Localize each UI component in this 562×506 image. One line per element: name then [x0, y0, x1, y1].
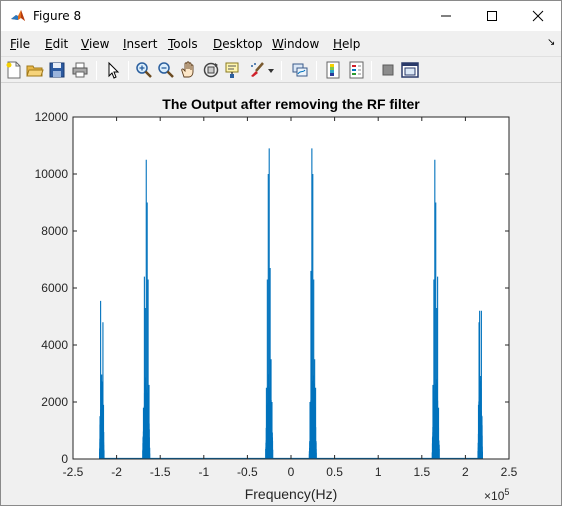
menu-view[interactable]: View [81, 37, 110, 51]
spectral-peak-cluster [142, 159, 151, 459]
y-tick-label: 8000 [41, 224, 68, 238]
tick-layer: -2.5 -2 -1.5 -1 -0.5 0 0.5 1 1.5 2 2.5 0 2000 4000 600… [35, 110, 518, 479]
menu-help[interactable]: Help [333, 37, 361, 51]
menu-insert[interactable]: Insert [123, 37, 158, 51]
toolbar-separator [316, 61, 317, 80]
x-tick-label: -0.5 [237, 465, 258, 479]
title-bar: Figure 8 [1, 1, 561, 31]
maximize-button[interactable] [469, 1, 515, 31]
x-tick-label: -2 [111, 465, 122, 479]
plot-svg[interactable]: The Output after removing the RF filter … [3, 85, 559, 505]
brush-dropdown-icon[interactable] [268, 69, 274, 73]
brush-icon[interactable] [248, 61, 266, 79]
x-tick-label: -1.5 [150, 465, 171, 479]
maximize-icon [487, 11, 497, 21]
toolbar-separator [128, 61, 129, 80]
y-tick-label: 2000 [41, 395, 68, 409]
toolbar-separator [281, 61, 282, 80]
spectral-peak-cluster [99, 300, 105, 459]
menu-file[interactable]: File [10, 37, 31, 51]
x-tick-label: 2.5 [501, 465, 518, 479]
axes-background[interactable] [73, 117, 509, 459]
pointer-icon[interactable] [104, 61, 122, 79]
figure-canvas: The Output after removing the RF filter … [3, 85, 559, 505]
legend-icon[interactable] [348, 61, 366, 79]
x-tick-label: 0.5 [326, 465, 343, 479]
show-plot-tools-icon[interactable] [401, 61, 419, 79]
zoom-in-icon[interactable] [135, 61, 153, 79]
menu-desktop[interactable]: Desktop [213, 37, 263, 51]
y-tick-label: 12000 [35, 110, 69, 124]
spectral-peak-cluster [477, 310, 483, 459]
colorbar-icon[interactable] [325, 61, 343, 79]
x-tick-label: -1 [198, 465, 209, 479]
y-tick-label: 10000 [35, 167, 69, 181]
matlab-logo-icon [11, 10, 25, 21]
save-icon[interactable] [48, 61, 66, 79]
x-tick-label: 1 [375, 465, 382, 479]
menu-window[interactable]: Window [272, 37, 320, 51]
spectral-peak-cluster [265, 148, 274, 459]
toolbar-separator [371, 61, 372, 80]
link-plot-icon[interactable] [291, 61, 309, 79]
zoom-out-icon[interactable] [157, 61, 175, 79]
y-tick-label: 4000 [41, 338, 68, 352]
axes-box [72, 116, 510, 460]
y-tick-label: 0 [61, 452, 68, 466]
rotate-3d-icon[interactable] [202, 61, 220, 79]
window-title: Figure 8 [33, 9, 82, 23]
x-tick-label: 1.5 [413, 465, 430, 479]
pan-icon[interactable] [179, 61, 197, 79]
x-tick-label: 0 [288, 465, 295, 479]
toolbar-separator [96, 61, 97, 80]
x-exponent-label: ×105 [484, 487, 509, 503]
spectral-peak-cluster [308, 148, 317, 459]
menu-tools[interactable]: Tools [168, 37, 198, 51]
hide-plot-tools-icon[interactable] [379, 61, 397, 79]
minimize-icon [441, 15, 451, 17]
dock-figure-icon[interactable]: ↘ [547, 37, 556, 48]
x-tick-label: 2 [462, 465, 469, 479]
y-tick-label: 6000 [41, 281, 68, 295]
print-icon[interactable] [71, 61, 89, 79]
chart-title: The Output after removing the RF filter [162, 96, 420, 112]
minimize-button[interactable] [423, 1, 469, 31]
close-icon [532, 10, 544, 22]
data-cursor-icon[interactable] [225, 61, 243, 79]
spectral-peak-cluster [431, 159, 440, 459]
menu-edit[interactable]: Edit [45, 37, 69, 51]
open-file-icon[interactable] [26, 61, 44, 79]
new-figure-icon[interactable] [5, 61, 23, 79]
menu-bar: File Edit View Insert Tools Desktop Wind… [1, 31, 561, 55]
x-axis-label: Frequency(Hz) [245, 486, 338, 502]
close-button[interactable] [515, 1, 561, 31]
figure-toolbar [1, 56, 561, 83]
x-tick-label: -2.5 [63, 465, 84, 479]
